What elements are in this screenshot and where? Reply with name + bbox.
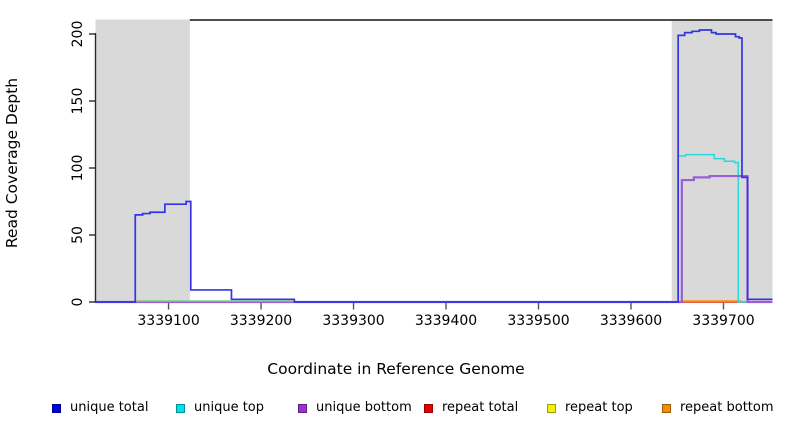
series-unique-total xyxy=(95,29,773,303)
unique-total-swatch-icon xyxy=(52,403,61,413)
legend-label: unique bottom xyxy=(316,400,412,415)
x-tick-label: 3339700 xyxy=(692,313,754,329)
y-tick-label: 150 xyxy=(70,88,86,115)
unique-bottom-swatch-icon xyxy=(298,403,307,413)
coverage-plot-area: 0 50 100 150 200 3339100 3339200 3339300 3339400… xyxy=(3,19,773,329)
legend-label: unique top xyxy=(194,400,265,415)
legend-label: repeat top xyxy=(565,400,633,415)
x-axis-title: Coordinate in Reference Genome xyxy=(267,360,525,378)
shaded-region xyxy=(95,19,190,303)
x-tick-label: 3339100 xyxy=(137,313,199,329)
x-tick-label: 3339200 xyxy=(230,313,292,329)
legend-item-unique-total: unique total xyxy=(52,399,148,417)
legend-item-repeat-total: repeat total xyxy=(424,399,518,417)
repeat-top-swatch-icon xyxy=(547,403,556,413)
legend-item-repeat-top: repeat top xyxy=(547,399,633,417)
series-unique-top xyxy=(95,153,773,303)
legend-item-unique-bottom: unique bottom xyxy=(298,399,412,417)
repeat-total-swatch-icon xyxy=(424,403,433,413)
y-tick-label: 50 xyxy=(70,226,86,244)
y-tick-label: 0 xyxy=(70,298,86,307)
y-tick-label: 100 xyxy=(70,155,86,182)
series-unique-bottom xyxy=(95,174,773,304)
chart-legend: unique total unique top unique bottom re… xyxy=(0,399,792,419)
legend-item-unique-top: unique top xyxy=(176,399,264,417)
legend-label: unique total xyxy=(70,400,149,415)
legend-item-repeat-bottom: repeat bottom xyxy=(662,399,774,417)
coverage-chart: 0 50 100 150 200 3339100 3339200 3339300 3339400… xyxy=(70,19,773,329)
x-tick-label: 3339400 xyxy=(415,313,477,329)
shaded-region xyxy=(671,19,773,303)
y-tick-label: 200 xyxy=(70,21,86,48)
repeat-bottom-swatch-icon xyxy=(662,403,671,413)
x-tick-label: 3339500 xyxy=(507,313,569,329)
unique-top-swatch-icon xyxy=(176,403,185,413)
legend-label: repeat total xyxy=(442,400,519,415)
x-tick-label: 3339300 xyxy=(322,313,384,329)
legend-label: repeat bottom xyxy=(680,400,774,415)
y-axis-title: Read Coverage Depth xyxy=(3,77,21,249)
x-tick-label: 3339600 xyxy=(600,313,662,329)
